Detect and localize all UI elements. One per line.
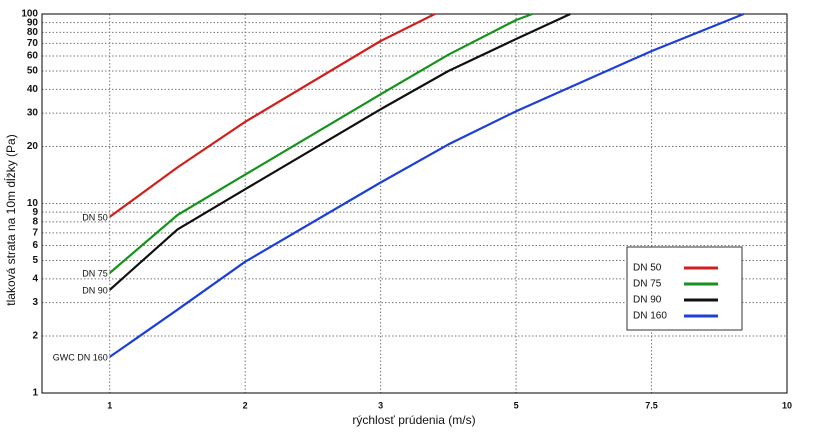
- y-tick-label: 4: [32, 274, 38, 285]
- x-tick-label: 7.5: [645, 400, 658, 410]
- y-tick-label: 6: [32, 240, 38, 251]
- legend-label: DN 75: [633, 279, 662, 290]
- y-tick-label: 2: [32, 331, 38, 342]
- y-tick-label: 9: [32, 207, 38, 218]
- legend-label: DN 90: [633, 295, 662, 306]
- series-line: [108, 12, 533, 274]
- y-tick-label: 3: [32, 297, 38, 308]
- x-tick-label: 3: [378, 400, 383, 410]
- y-tick-label: 10: [27, 198, 39, 209]
- curve-label: DN 90: [82, 285, 108, 295]
- x-tick-label: 5: [514, 400, 519, 410]
- x-tick-label: 2: [243, 400, 248, 410]
- legend-label: DN 50: [633, 263, 662, 274]
- x-axis-label: rýchlosť prúdenia (m/s): [352, 413, 475, 427]
- y-axis-label: tlaková strata na 10m dĺžky (Pa): [3, 134, 18, 305]
- curve-label: DN 50: [82, 212, 108, 222]
- series-line: [109, 13, 436, 218]
- curve-label: DN 75: [82, 268, 108, 278]
- y-tick-label: 7: [32, 227, 38, 238]
- y-tick-label: 70: [27, 38, 39, 49]
- y-tick-label: 80: [27, 27, 39, 38]
- series-line: [109, 12, 745, 358]
- y-tick-label: 30: [27, 108, 39, 119]
- x-tick-label: 10: [782, 400, 792, 410]
- y-tick-label: 1: [32, 388, 38, 399]
- legend: DN 50 DN 75 DN 90 DN 160: [626, 246, 743, 331]
- curve-label: GWC DN 160: [53, 352, 108, 362]
- x-tick-label: 1: [107, 400, 112, 410]
- series-line: [108, 13, 571, 291]
- y-tick-label: 5: [32, 255, 38, 266]
- plot-frame: [41, 13, 788, 394]
- y-tick-label: 90: [27, 17, 39, 28]
- y-tick-label: 50: [27, 66, 39, 77]
- legend-label: DN 160: [633, 311, 667, 322]
- y-tick-label: 20: [27, 141, 39, 152]
- y-tick-label: 60: [27, 51, 39, 62]
- y-tick-label: 8: [32, 217, 38, 228]
- y-tick-label: 100: [21, 9, 38, 20]
- y-tick-label: 40: [27, 84, 39, 95]
